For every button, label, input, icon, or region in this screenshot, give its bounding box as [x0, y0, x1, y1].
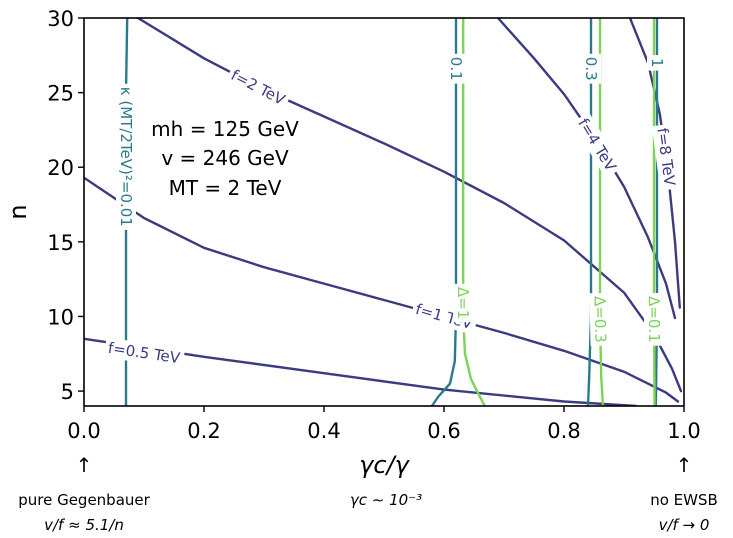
- param-mt: MT = 2 TeV: [169, 176, 282, 200]
- series-delta-10: [463, 18, 485, 406]
- right-note-line1: no EWSB: [650, 491, 718, 509]
- right-note-line2: v/f → 0: [659, 516, 710, 534]
- contour-label-0-1: 0.1: [446, 54, 466, 84]
- x-tick-label: 0.0: [67, 419, 100, 443]
- contour-labels: f=0.5 TeVf=1 TeVf=2 TeVf=4 TeVf=8 TeVκ (…: [104, 54, 681, 369]
- x-tick-label: 0.4: [307, 419, 340, 443]
- contour-label-0-3: Δ=0.3: [589, 293, 610, 346]
- center-note: γc ∼ 10⁻³: [350, 491, 422, 509]
- contour-label-0-1: Δ=0.1: [644, 293, 664, 346]
- right-arrow-icon: ↑: [676, 453, 693, 477]
- contour-label-0-3: 0.3: [581, 54, 601, 84]
- contour-label-text: 0.1: [447, 57, 465, 81]
- x-axis-ticks: 0.0 0.2 0.4 0.6 0.8 1.0: [67, 406, 700, 443]
- y-tick-label: 30: [47, 7, 74, 31]
- param-mh: mh = 125 GeV: [151, 117, 299, 141]
- contour-label-text: Δ=0.1: [645, 296, 663, 343]
- contour-label-f-0-5-tev: f=0.5 TeV: [104, 337, 185, 369]
- param-v: v = 246 GeV: [161, 146, 289, 170]
- y-tick-label: 5: [61, 380, 74, 404]
- contour-label-text: f=4 TeV: [574, 115, 620, 175]
- series-kappa-9: [656, 18, 657, 406]
- contour-label-f-2-tev: f=2 TeV: [225, 64, 292, 112]
- x-tick-label: 1.0: [667, 419, 700, 443]
- contour-label-text: Δ=1: [454, 287, 472, 319]
- left-note-line1: pure Gegenbauer: [18, 491, 150, 509]
- y-axis-ticks: 5 10 15 20 25 30: [47, 7, 84, 404]
- x-tick-label: 0.8: [547, 419, 580, 443]
- contour-label-mt-2tev-0-01: κ (MT/2TeV)²=0.01: [116, 84, 136, 230]
- x-tick-label: 0.6: [427, 419, 460, 443]
- y-tick-label: 20: [47, 156, 74, 180]
- y-tick-label: 15: [47, 231, 74, 255]
- contour-label-1: Δ=1: [453, 284, 473, 322]
- y-tick-label: 25: [47, 82, 74, 106]
- y-tick-label: 10: [47, 305, 74, 329]
- contour-label-text: 1: [648, 58, 666, 68]
- series-delta-12: [654, 18, 655, 406]
- left-arrow-icon: ↑: [76, 453, 93, 477]
- contour-label-f-4-tev: f=4 TeV: [572, 112, 623, 178]
- x-tick-label: 0.2: [187, 419, 220, 443]
- y-axis-label: n: [4, 204, 32, 219]
- contour-label-text: κ (MT/2TeV)²=0.01: [117, 87, 135, 227]
- contour-label-text: 0.3: [582, 57, 600, 81]
- x-axis-label: γc/γ: [359, 451, 410, 479]
- left-note-line2: v/f ≈ 5.1/n: [44, 516, 124, 534]
- contour-label-1: 1: [647, 55, 667, 71]
- contour-label-text: Δ=0.3: [591, 296, 610, 343]
